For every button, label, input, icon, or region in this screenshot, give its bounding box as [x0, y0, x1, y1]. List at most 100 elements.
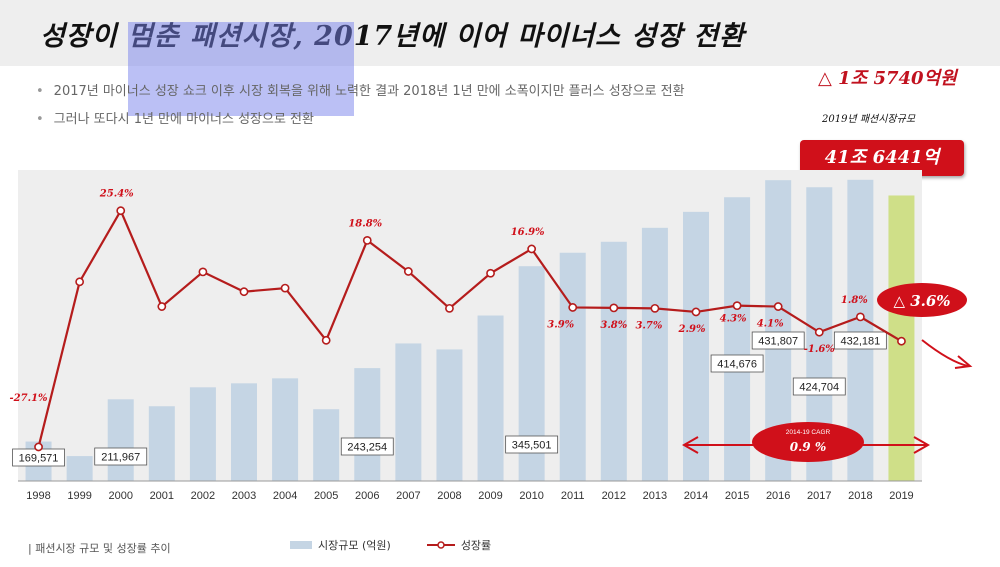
bar-1999: [66, 456, 93, 481]
bar-value-box: [94, 447, 148, 466]
growth-value-label: 3.7%: [635, 320, 662, 331]
growth-point-2015: [732, 301, 742, 311]
bar-value-label: 345,501: [512, 440, 552, 452]
bar-2009: [477, 315, 504, 481]
highlight-box: [128, 22, 354, 116]
growth-value-label: 18.8%: [348, 218, 382, 229]
growth-value-label: 3.8%: [600, 320, 627, 331]
growth-value-label: 4.1%: [757, 319, 784, 330]
bar-2004: [272, 378, 299, 481]
x-tick-label: 2007: [396, 490, 420, 502]
bar-value-box: [751, 331, 805, 350]
bar-value-label: 432,181: [840, 336, 880, 348]
growth-point-1998: [34, 442, 43, 452]
cagr-arrowhead-left: [681, 436, 699, 454]
bar-2003: [231, 383, 257, 481]
growth-point-2004: [280, 283, 290, 293]
bar-2002: [189, 387, 216, 481]
bar-value-box: [833, 331, 887, 350]
x-tick-label: 2016: [766, 490, 790, 502]
x-tick-label: 2003: [232, 490, 256, 502]
growth-point-2017: [814, 327, 824, 337]
growth-value-label: 2.9%: [678, 324, 706, 335]
bar-value-label: 169,571: [19, 453, 59, 465]
bar-2000: [107, 399, 134, 481]
cagr-badge: [752, 422, 864, 462]
x-tick-label: 2004: [273, 490, 297, 502]
bar-value-label: 414,676: [717, 359, 757, 371]
legend-line-label: 성장률: [460, 539, 492, 552]
growth-point-2000: [116, 206, 126, 216]
cagr-label: 2014-19 CAGR: [786, 429, 831, 436]
market-size-label: 2019년 패션시장규모: [822, 114, 916, 125]
growth-line: [37, 208, 903, 448]
bar-value-label: 211,967: [101, 452, 140, 464]
growth-point-2009: [486, 268, 495, 278]
x-tick-label: 2014: [684, 490, 708, 502]
growth-point-2018: [855, 312, 865, 322]
x-tick-label: 2006: [355, 490, 379, 502]
growth-point-2019: [897, 336, 906, 346]
x-tick-label: 2009: [478, 490, 502, 502]
decline-arrow: [921, 339, 969, 367]
cagr-value: 0.9 %: [790, 440, 826, 454]
growth-point-2002: [198, 267, 208, 277]
x-tick-label: 2015: [725, 490, 749, 502]
decline-badge-text: △ 3.6%: [893, 292, 950, 310]
chart-caption: | 패션시장 규모 및 성장률 추이: [28, 542, 171, 555]
legend-line-swatch: [426, 541, 455, 549]
growth-value-label: 25.4%: [99, 189, 134, 200]
x-tick-label: 2018: [848, 490, 872, 502]
growth-value-label: 3.9%: [547, 319, 574, 330]
x-tick-label: 2010: [519, 490, 543, 502]
growth-point-2008: [445, 303, 454, 313]
bar-2012: [600, 241, 627, 481]
decline-arrowhead: [954, 355, 973, 369]
x-tick-label: 2011: [561, 490, 585, 502]
growth-value-label: 4.3%: [720, 314, 747, 325]
bar-2015: [724, 197, 751, 481]
growth-point-2001: [157, 302, 167, 311]
bar-2008: [436, 349, 463, 481]
x-tick-label: 1999: [67, 490, 91, 502]
x-tick-label: 2005: [314, 490, 338, 502]
x-tick-label: 2000: [108, 490, 132, 502]
bullet-list: 2017년 마이너스 성장 쇼크 이후 시장 회복을 위해 노력한 결과 201…: [36, 80, 685, 136]
growth-point-2013: [650, 303, 660, 313]
decline-badge: [877, 283, 967, 317]
chart-legend: 시장규모 (억원) 성장률: [290, 537, 491, 553]
growth-point-2011: [568, 303, 578, 312]
bar-2014: [683, 211, 709, 481]
bar-value-box: [340, 437, 394, 456]
bar-2001: [148, 406, 175, 481]
growth-point-2006: [362, 235, 372, 245]
x-tick-label: 2012: [602, 490, 626, 502]
x-tick-label: 2001: [150, 490, 174, 502]
growth-point-2016: [773, 302, 783, 311]
bar-2013: [641, 227, 668, 481]
cagr-arrowhead-right: [913, 436, 931, 454]
bar-value-label: 424,704: [799, 382, 839, 394]
bar-2011: [559, 252, 586, 481]
legend-bar-label: 시장규모 (억원): [318, 539, 391, 552]
bar-2005: [313, 409, 340, 481]
growth-point-2003: [239, 287, 249, 297]
bar-value-box: [710, 354, 764, 373]
growth-point-2007: [403, 267, 413, 276]
bar-value-label: 243,254: [347, 442, 387, 454]
bullet-item: 그러나 또다시 1년 만에 마이너스 성장으로 전환: [36, 108, 685, 127]
market-change-annotation: △ 1조 5740억원: [818, 68, 957, 89]
x-tick-label: 1998: [26, 490, 50, 502]
x-tick-label: 2019: [889, 490, 913, 502]
growth-point-2005: [321, 335, 331, 345]
x-tick-label: 2013: [643, 490, 667, 502]
growth-point-2012: [609, 303, 619, 313]
bar-value-box: [792, 377, 846, 396]
bar-value-box: [505, 435, 559, 454]
x-tick-label: 2017: [807, 490, 831, 502]
x-tick-label: 2008: [437, 490, 461, 502]
growth-point-2014: [691, 307, 701, 317]
x-tick-label: 2002: [191, 490, 215, 502]
growth-point-2010: [527, 244, 537, 254]
